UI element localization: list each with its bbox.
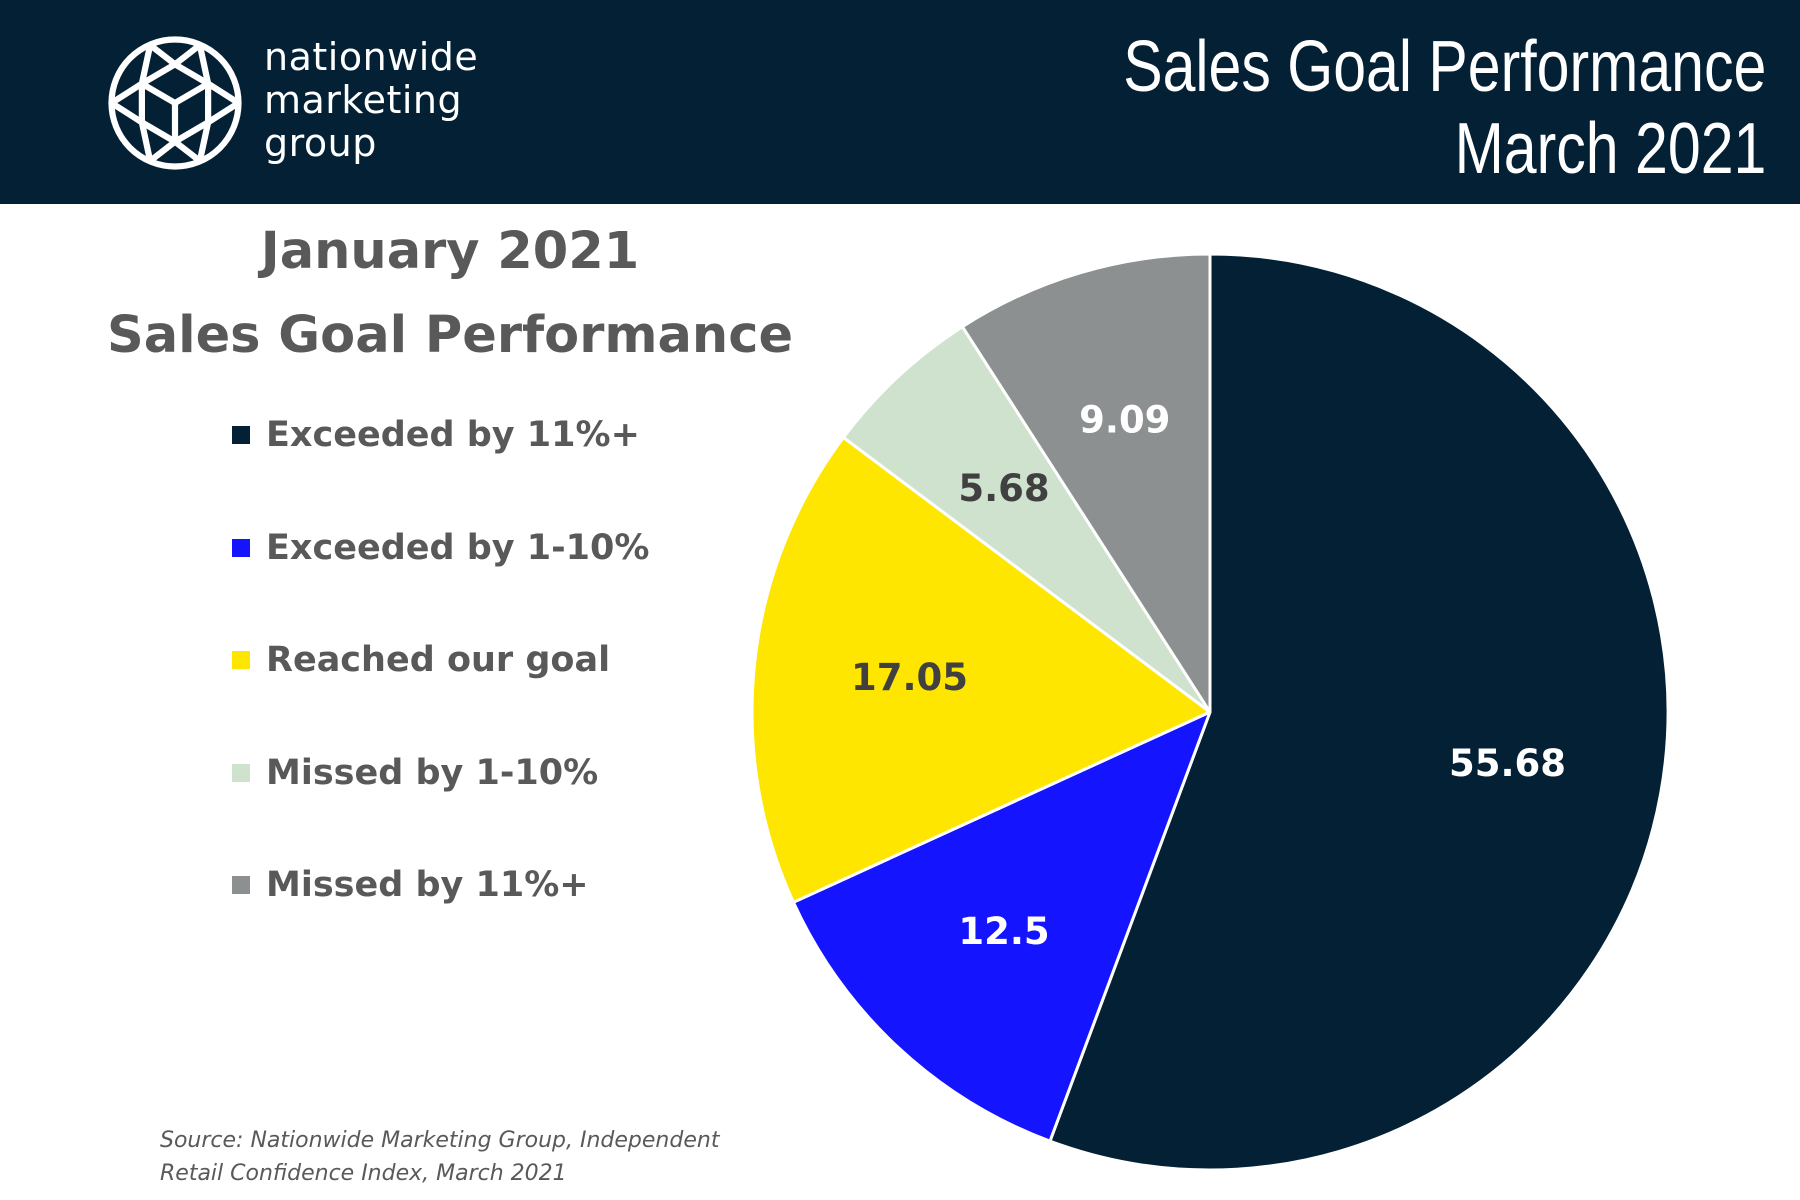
slice-data-label: 55.68	[1449, 742, 1566, 785]
legend-swatch	[232, 876, 250, 894]
chart-title-line: January 2021	[260, 222, 640, 281]
logo-line: group	[264, 121, 377, 165]
logo-wordmark: nationwide marketing group	[264, 36, 478, 165]
legend-swatch	[232, 539, 250, 557]
pie-slice	[750, 435, 1212, 904]
legend-label: Exceeded by 11%+	[266, 415, 640, 455]
logo-line: nationwide	[264, 35, 479, 79]
source-line: Source: Nationwide Marketing Group, Inde…	[160, 1128, 720, 1153]
slice-data-label: 5.68	[958, 467, 1049, 510]
header-title-line: March 2021	[1454, 109, 1766, 189]
header-title-line: Sales Goal Performance	[1122, 27, 1766, 107]
pie-slice	[791, 710, 1212, 1143]
legend-swatch	[232, 764, 250, 782]
slice-data-label: 17.05	[851, 656, 968, 699]
pie-slice	[841, 325, 1212, 714]
logo-line: marketing	[264, 78, 463, 122]
chart-title-line: Sales Goal Performance	[106, 306, 794, 365]
legend-label: Reached our goal	[266, 640, 611, 680]
pie-slice	[960, 252, 1212, 714]
slice-data-label: 12.5	[958, 910, 1049, 953]
legend-label: Missed by 11%+	[266, 865, 589, 905]
legend-label: Exceeded by 1-10%	[266, 528, 650, 568]
legend-label: Missed by 1-10%	[266, 753, 599, 793]
chart-title: January 2021 Sales Goal Performance	[100, 210, 800, 378]
legend-swatch	[232, 426, 250, 444]
pie-slice	[1048, 252, 1670, 1172]
slice-data-label: 9.09	[1079, 399, 1170, 442]
logo-icon	[108, 36, 242, 170]
source-line: Retail Confidence Index, March 2021	[160, 1161, 567, 1186]
header-title: Sales Goal Performance March 2021	[1123, 26, 1766, 190]
header-banner: nationwide marketing group Sales Goal Pe…	[0, 0, 1800, 204]
legend-swatch	[232, 651, 250, 669]
source-note: Source: Nationwide Marketing Group, Inde…	[160, 1124, 719, 1190]
